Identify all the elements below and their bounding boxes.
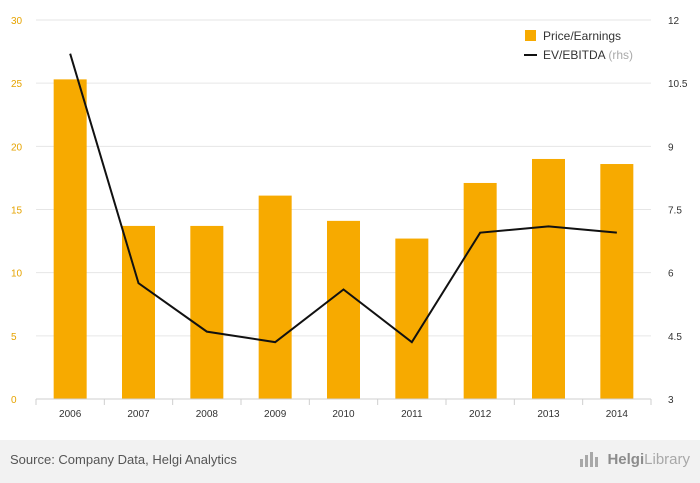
legend-swatch-price-earnings [525, 30, 536, 41]
legend-rhs-note: (rhs) [608, 48, 633, 62]
x-tick-label: 2012 [469, 409, 492, 420]
legend-label-ev-ebitda: EV/EBITDA (rhs) [543, 48, 633, 62]
right-tick-label: 7.5 [668, 206, 682, 217]
left-tick-label: 15 [11, 206, 23, 217]
left-tick-label: 30 [11, 16, 23, 27]
x-tick-label: 2007 [127, 409, 150, 420]
legend: Price/Earnings EV/EBITDA (rhs) [524, 29, 633, 62]
bar [600, 164, 634, 399]
brand-name-part2: Library [644, 450, 690, 468]
x-tick-label: 2006 [59, 409, 82, 420]
brand-name-part1: Helgi [607, 450, 645, 468]
left-tick-label: 25 [11, 79, 23, 90]
right-tick-label: 3 [668, 395, 674, 406]
library-logo-icon [580, 452, 599, 467]
right-tick-label: 4.5 [668, 332, 682, 343]
chart: 2006 2007 2008 2009 2010 2011 2012 2013 2014 051… [11, 16, 688, 420]
source-note: Source: Company Data, Helgi Analytics [10, 452, 237, 467]
x-axis: 2006 2007 2008 2009 2010 2011 2012 2013 2014 [35, 398, 652, 420]
x-tick-label: 2011 [401, 409, 423, 420]
left-y-axis: 0 5 10 15 20 25 30 [11, 16, 23, 406]
legend-label-price-earnings: Price/Earnings [543, 29, 621, 43]
x-tick-label: 2013 [537, 409, 560, 420]
x-tick-label: 2009 [264, 409, 287, 420]
left-tick-label: 10 [11, 269, 23, 280]
right-tick-label: 10.5 [668, 79, 688, 90]
bar-series-price-earnings [53, 79, 634, 400]
bar [258, 195, 292, 399]
bar [122, 225, 155, 399]
brand-logo: Helgi Library [579, 450, 690, 468]
x-tick-label: 2008 [196, 409, 219, 420]
right-tick-label: 9 [668, 142, 674, 153]
left-tick-label: 0 [11, 395, 17, 406]
bar [463, 182, 497, 399]
left-tick-label: 20 [11, 142, 23, 153]
bar [395, 238, 429, 399]
right-tick-label: 12 [668, 16, 680, 27]
right-y-axis: 3 4.5 6 7.5 9 10.5 12 [668, 16, 688, 406]
right-tick-label: 6 [668, 269, 674, 280]
x-tick-label: 2014 [606, 409, 629, 420]
x-tick-label: 2010 [332, 409, 355, 420]
bar [327, 220, 360, 399]
left-tick-label: 5 [11, 332, 17, 343]
bar [190, 225, 224, 399]
bar [532, 158, 565, 399]
footer: Source: Company Data, Helgi Analytics He… [0, 440, 700, 483]
bar [53, 79, 87, 400]
line-series-ev-ebitda [69, 53, 617, 344]
